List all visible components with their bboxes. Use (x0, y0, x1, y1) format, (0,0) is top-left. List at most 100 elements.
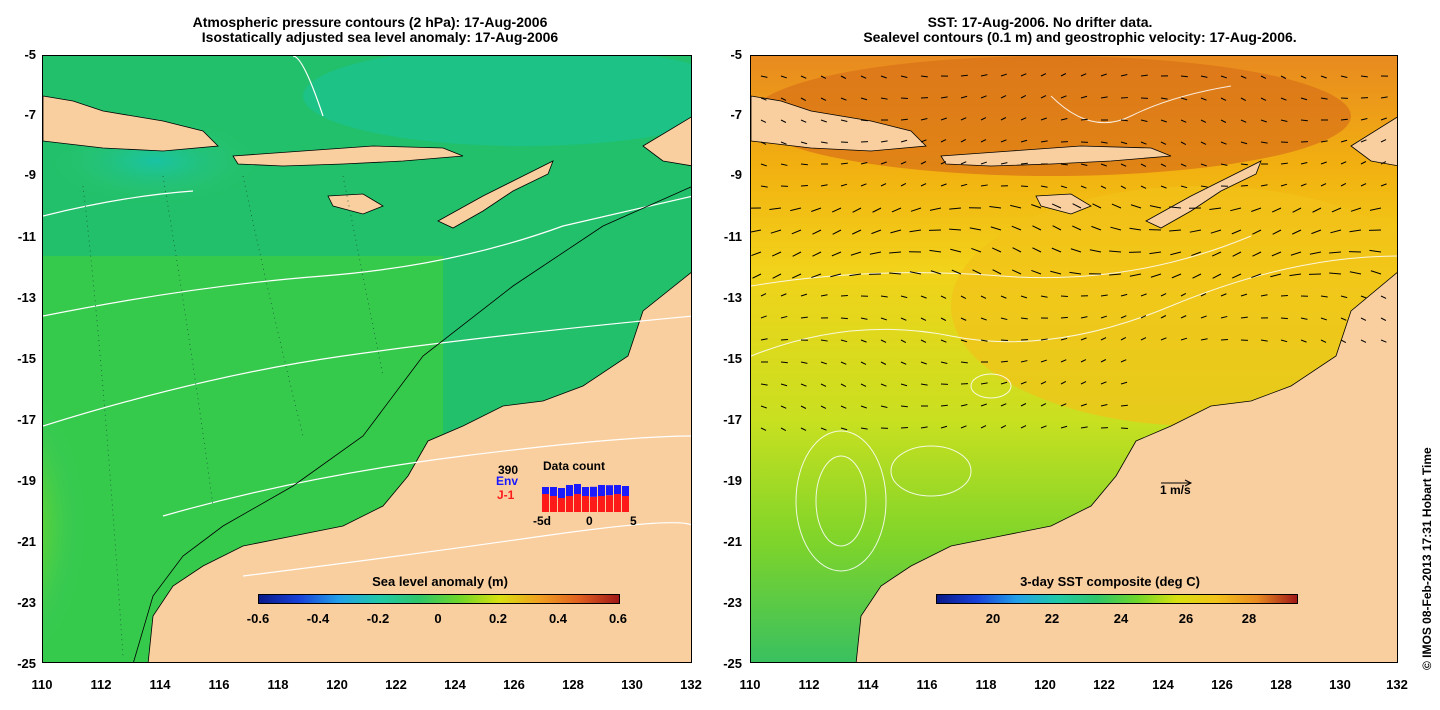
velocity-arrow (1060, 295, 1068, 298)
velocity-arrow (840, 405, 847, 409)
velocity-arrow (820, 294, 828, 297)
velocity-arrow (1020, 295, 1028, 299)
velocity-arrow (1340, 339, 1347, 343)
velocity-arrow (1080, 185, 1087, 189)
x-tick-label: 112 (90, 677, 112, 692)
velocity-arrow (1280, 183, 1288, 187)
velocity-arrow (900, 339, 907, 343)
velocity-arrow (960, 95, 968, 99)
velocity-arrow (930, 270, 942, 275)
velocity-arrow (920, 383, 928, 386)
x-tick-label: 120 (326, 677, 348, 692)
velocity-arrow (1100, 163, 1107, 167)
velocity-arrow (951, 269, 962, 275)
velocity-arrow (1080, 426, 1088, 429)
velocity-arrow (920, 361, 927, 365)
velocity-arrow (1230, 207, 1242, 212)
velocity-arrow (920, 75, 928, 78)
velocity-arrow (840, 361, 847, 365)
velocity-arrow (1260, 97, 1267, 101)
inset-j1-bar (614, 494, 621, 512)
velocity-arrow (1000, 403, 1007, 407)
sst-colorbar (936, 594, 1298, 604)
x-tick-label: 130 (1329, 677, 1351, 692)
velocity-arrow (1320, 317, 1328, 321)
left-title: Atmospheric pressure contours (2 hPa): 1… (90, 15, 650, 45)
sst-map[interactable] (750, 55, 1398, 663)
velocity-arrow (760, 141, 767, 145)
sla-map[interactable] (42, 55, 692, 663)
velocity-arrow (1280, 75, 1287, 79)
velocity-arrow (1020, 162, 1028, 165)
velocity-arrow (869, 251, 882, 255)
velocity-arrow (820, 75, 827, 79)
inset-axis-tick-mid: 0 (586, 514, 593, 528)
velocity-arrow (860, 427, 868, 430)
velocity-arrow (840, 183, 848, 187)
inset-j1-bar (550, 496, 557, 512)
velocity-arrow (1300, 339, 1307, 343)
velocity-arrow (1000, 381, 1008, 385)
velocity-arrow (1369, 207, 1382, 211)
velocity-arrow (880, 183, 887, 187)
sst-australia-land (855, 272, 1397, 662)
x-tick-label: 116 (916, 677, 938, 692)
velocity-arrow (1149, 251, 1162, 255)
velocity-arrow (880, 161, 887, 165)
velocity-arrow (1040, 381, 1047, 385)
velocity-arrow (760, 383, 768, 386)
velocity-arrow (1040, 359, 1047, 363)
x-tick-label: 110 (739, 677, 761, 692)
velocity-arrow (900, 317, 907, 321)
left-title-line1: Atmospheric pressure contours (2 hPa): 1… (192, 14, 548, 30)
velocity-arrow (760, 427, 767, 431)
inset-histogram (542, 484, 629, 512)
inset-env-bar (566, 485, 573, 496)
velocity-arrow (1200, 119, 1207, 123)
velocity-arrow (1360, 118, 1368, 121)
x-tick-label: 122 (1093, 677, 1115, 692)
velocity-arrow (1060, 425, 1068, 429)
velocity-arrow (971, 247, 982, 253)
velocity-arrow (1380, 96, 1388, 99)
y-tick-label: -15 (17, 351, 36, 366)
velocity-arrow (1000, 295, 1007, 299)
velocity-arrow (1200, 315, 1207, 319)
velocity-arrow (760, 75, 768, 78)
sst-sumba-land (1035, 193, 1092, 215)
velocity-arrow (1232, 251, 1242, 257)
velocity-arrow (940, 117, 947, 121)
velocity-arrow (860, 183, 867, 187)
velocity-arrow (820, 405, 827, 409)
velocity-arrow (1120, 119, 1128, 122)
velocity-arrow (940, 295, 947, 299)
velocity-arrow (860, 361, 867, 365)
y-tick-label: -25 (17, 656, 36, 671)
velocity-arrow (1060, 185, 1068, 189)
velocity-arrow (1032, 225, 1042, 231)
velocity-arrow (811, 273, 822, 279)
velocity-arrow (1240, 75, 1247, 79)
velocity-arrow (880, 361, 887, 365)
velocity-arrow (1180, 119, 1187, 123)
velocity-arrow (1129, 227, 1142, 231)
velocity-arrow (1120, 359, 1127, 363)
velocity-arrow (1051, 247, 1062, 253)
velocity-arrow (812, 229, 822, 235)
velocity-arrow (1200, 75, 1208, 78)
velocity-arrow (920, 183, 927, 187)
velocity-arrow (840, 119, 848, 122)
velocity-arrow (980, 317, 987, 321)
velocity-arrow (980, 184, 988, 187)
velocity-arrow (1240, 119, 1247, 123)
velocity-arrow (760, 315, 767, 319)
velocity-arrow (820, 339, 828, 342)
velocity-arrow (760, 293, 767, 297)
velocity-arrow (760, 97, 767, 101)
velocity-arrow (1160, 141, 1167, 145)
velocity-arrow (1180, 337, 1188, 341)
velocity-arrow (1380, 295, 1387, 299)
velocity-arrow (1080, 163, 1088, 166)
velocity-arrow (860, 162, 868, 165)
sla-teal-north (303, 56, 691, 146)
